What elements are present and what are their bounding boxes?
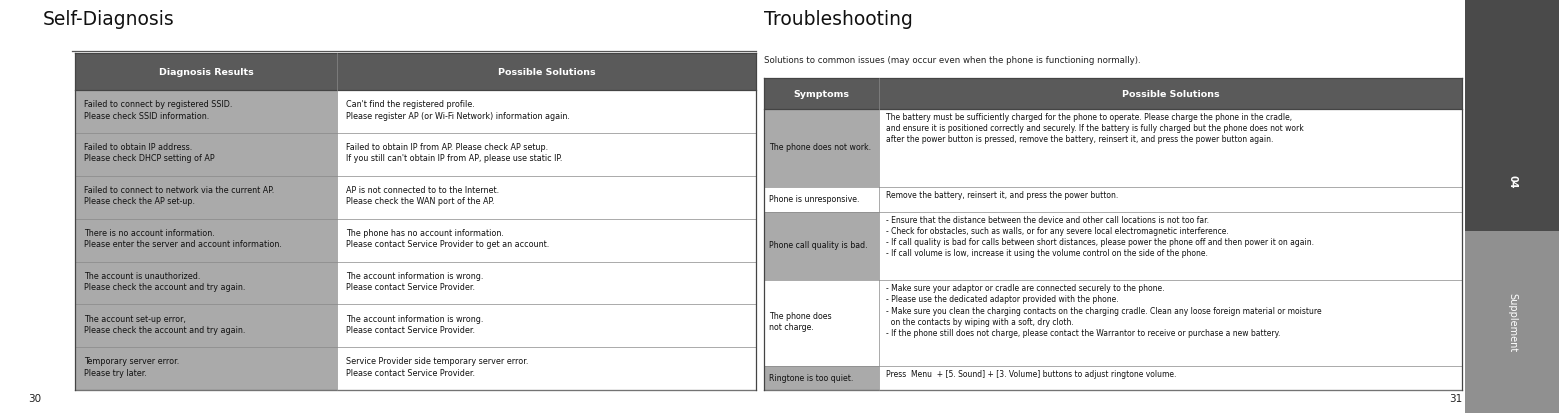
Text: AP is not connected to to the Internet.
Please check the WAN port of the AP.: AP is not connected to to the Internet. … [346,185,499,206]
Bar [337,176,756,219]
Text: The phone has no account information.
Please contact Service Provider to get an : The phone has no account information. Pl… [346,228,549,249]
Text: Failed to connect by registered SSID.
Please check SSID information.: Failed to connect by registered SSID. Pl… [84,100,232,120]
Bar [879,280,1462,366]
Text: Can't find the registered profile.
Please register AP (or Wi-Fi Network) informa: Can't find the registered profile. Pleas… [346,100,571,120]
Bar [337,134,756,176]
Text: The battery must be sufficiently charged for the phone to operate. Please charge: The battery must be sufficiently charged… [886,113,1303,144]
Bar [879,109,1462,188]
Text: Supplement: Supplement [1508,292,1517,352]
Text: The phone does
not charge.: The phone does not charge. [770,311,833,332]
Text: The account is unauthorized.
Please check the account and try again.: The account is unauthorized. Please chec… [84,271,245,292]
Text: Failed to obtain IP address.
Please check DHCP setting of AP: Failed to obtain IP address. Please chec… [84,142,215,163]
Bar [337,54,756,91]
Bar [75,305,337,347]
Text: Possible Solutions: Possible Solutions [1122,90,1219,98]
Bar [75,262,337,305]
Text: 30: 30 [28,393,41,403]
Text: The account information is wrong.
Please contact Service Provider.: The account information is wrong. Please… [346,271,483,292]
Text: Diagnosis Results: Diagnosis Results [159,68,254,77]
Text: Phone call quality is bad.: Phone call quality is bad. [770,240,868,249]
Bar [75,91,337,134]
Bar [75,219,337,262]
Text: Ringtone is too quiet.: Ringtone is too quiet. [770,373,854,382]
Text: Failed to obtain IP from AP. Please check AP setup.
If you still can't obtain IP: Failed to obtain IP from AP. Please chec… [346,142,563,163]
Text: Possible Solutions: Possible Solutions [497,68,596,77]
Bar [764,366,879,390]
Bar [764,212,879,280]
Bar [75,134,337,176]
Bar [337,347,756,390]
Text: Temporary server error.
Please try later.: Temporary server error. Please try later… [84,356,179,377]
Bar [879,78,1462,109]
Text: The account information is wrong.
Please contact Service Provider.: The account information is wrong. Please… [346,314,483,334]
Bar [879,212,1462,280]
Text: Phone is unresponsive.: Phone is unresponsive. [770,195,861,204]
Bar [1465,0,1559,231]
Bar [75,54,337,91]
Text: Service Provider side temporary server error.
Please contact Service Provider.: Service Provider side temporary server e… [346,356,529,377]
Bar [764,78,879,109]
Bar [764,188,879,212]
Text: Press  Menu  + [5. Sound] + [3. Volume] buttons to adjust ringtone volume.: Press Menu + [5. Sound] + [3. Volume] bu… [886,369,1177,378]
Bar [75,347,337,390]
Text: There is no account information.
Please enter the server and account information: There is no account information. Please … [84,228,282,249]
Bar [337,91,756,134]
Text: - Make sure your adaptor or cradle are connected securely to the phone.
- Please: - Make sure your adaptor or cradle are c… [886,284,1322,337]
Bar [764,109,879,188]
Text: Symptoms: Symptoms [794,90,850,98]
Text: Failed to connect to network via the current AP.
Please check the AP set-up.: Failed to connect to network via the cur… [84,185,274,206]
Text: Remove the battery, reinsert it, and press the power button.: Remove the battery, reinsert it, and pre… [886,191,1118,200]
Text: Solutions to common issues (may occur even when the phone is functioning normall: Solutions to common issues (may occur ev… [764,56,1141,65]
Bar [75,176,337,219]
Bar [337,219,756,262]
Bar [337,305,756,347]
Text: The account set-up error,
Please check the account and try again.: The account set-up error, Please check t… [84,314,245,334]
Bar [764,280,879,366]
Bar [1465,231,1559,413]
Text: 04: 04 [1508,175,1517,188]
Bar [879,366,1462,390]
Bar [337,262,756,305]
Text: The phone does not work.: The phone does not work. [770,142,871,152]
Text: Self-Diagnosis: Self-Diagnosis [42,10,175,29]
Bar [879,188,1462,212]
Text: - Ensure that the distance between the device and other call locations is not to: - Ensure that the distance between the d… [886,215,1314,258]
Text: Troubleshooting: Troubleshooting [764,10,912,29]
Text: 31: 31 [1450,393,1462,403]
